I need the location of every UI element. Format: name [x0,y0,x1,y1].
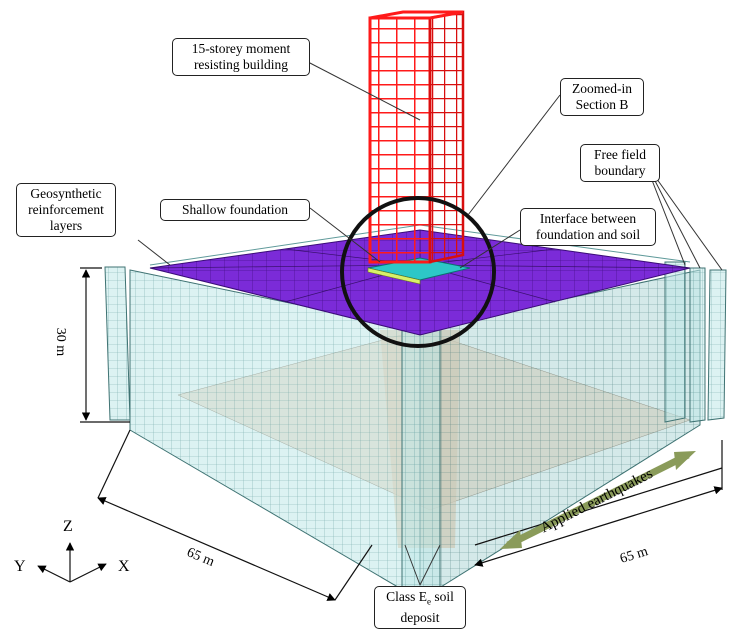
soil-class-prefix: Class E [386,589,427,604]
soil-deposit-callout: Class Ee soil deposit [374,586,466,629]
geosynthetic-callout-line1: Geosynthetic [22,186,110,202]
building-callout-line2: resisting building [178,57,304,73]
geosynthetic-callout-line3: layers [22,218,110,234]
foundation-callout-text: Shallow foundation [166,202,304,218]
building-frame [370,12,463,262]
foundation-callout: Shallow foundation [160,199,310,221]
depth-dimension-label: 30 m [52,328,68,356]
interface-callout: Interface between foundation and soil [520,208,656,246]
soil-deposit-callout-line2: deposit [380,610,460,626]
axis-x-label: X [118,558,130,576]
interface-callout-line2: foundation and soil [526,227,650,243]
geosynthetic-callout: Geosynthetic reinforcement layers [16,183,116,237]
zoom-callout: Zoomed-in Section B [560,78,644,116]
geosynthetic-callout-line2: reinforcement [22,202,110,218]
axis-triad [38,543,106,582]
soil-class-suffix: soil [431,589,454,604]
zoom-callout-line2: Section B [566,97,638,113]
free-field-callout-line2: boundary [586,163,654,179]
axis-y-label: Y [14,558,26,576]
building-callout: 15-storey moment resisting building [172,38,310,76]
zoom-callout-line1: Zoomed-in [566,81,638,97]
interface-callout-line1: Interface between [526,211,650,227]
free-field-callout: Free field boundary [580,144,660,182]
free-field-callout-line1: Free field [586,147,654,163]
axis-z-label: Z [63,518,73,536]
building-callout-line1: 15-storey moment [178,41,304,57]
soil-deposit-callout-line1: Class Ee soil [380,589,460,610]
